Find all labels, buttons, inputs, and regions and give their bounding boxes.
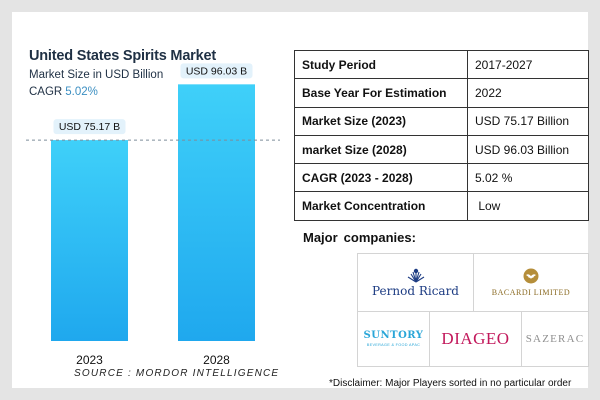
x-tick-label: 2028 xyxy=(203,353,230,367)
chart-subtitle: Market Size in USD Billion xyxy=(29,69,164,81)
facts-key: Base Year For Estimation xyxy=(294,78,468,108)
facts-row: market Size (2028) USD 96.03 Billion xyxy=(294,134,589,165)
bar-2023 xyxy=(51,140,128,341)
major-companies-heading: Major companies: xyxy=(303,230,416,245)
facts-key: Market Size (2023) xyxy=(294,106,468,136)
bacardi-bat-icon xyxy=(523,268,539,284)
bacardi-wordmark: BACARDI LIMITED xyxy=(491,288,571,297)
disclaimer: *Disclaimer: Major Players sorted in no … xyxy=(329,378,572,389)
logo-diageo: DIAGEO xyxy=(429,311,522,367)
diageo-wordmark: DIAGEO xyxy=(441,329,510,348)
data-label-bg xyxy=(180,63,253,79)
sazerac-wordmark: SAZERAC xyxy=(525,333,585,345)
infographic-card: United States Spirits Market Market Size… xyxy=(12,12,589,389)
facts-value: 5.02 % xyxy=(467,163,589,193)
cagr-label: CAGR xyxy=(29,86,63,98)
logo-pernod-ricard: Pernod Ricard xyxy=(357,253,474,312)
facts-key: Study Period xyxy=(294,49,468,80)
logo-bacardi: BACARDI LIMITED xyxy=(473,253,589,312)
facts-row: CAGR (2023 - 2028) 5.02 % xyxy=(294,163,589,193)
facts-value: USD 75.17 Billion xyxy=(467,106,589,136)
suntory-wordmark: SUNTORY xyxy=(363,330,424,341)
bar-2028 xyxy=(178,84,255,341)
facts-key: market Size (2028) xyxy=(294,134,468,165)
major-companies-label-second: companies: xyxy=(343,230,416,245)
company-logos: Pernod Ricard BACARDI LIMITED SUNTORY BE… xyxy=(357,253,589,367)
suntory-tagline: BEVERAGE & FOOD APAC xyxy=(366,343,421,347)
facts-key: CAGR (2023 - 2028) xyxy=(294,163,468,193)
facts-value: USD 96.03 Billion xyxy=(467,134,589,165)
facts-value: 2022 xyxy=(467,78,589,108)
source-note: SOURCE : MORDOR INTELLIGENCE xyxy=(74,368,280,379)
logo-sazerac: SAZERAC xyxy=(521,311,589,367)
facts-row: Market Size (2023) USD 75.17 Billion xyxy=(294,106,589,136)
bar-chart: USD 75.17 B 2023 USD 96.03 B 2028 xyxy=(26,63,280,367)
chart-title: United States Spirits Market xyxy=(29,48,216,64)
facts-key: Market Concentration xyxy=(294,191,468,221)
pernod-ricard-emblem-icon xyxy=(407,268,424,283)
facts-row: Market Concentration Low xyxy=(294,191,589,221)
data-label: USD 75.17 B xyxy=(59,121,120,133)
data-label-bg xyxy=(53,119,126,135)
pernod-ricard-wordmark: Pernod Ricard xyxy=(372,284,459,298)
facts-row: Base Year For Estimation 2022 xyxy=(294,78,589,108)
data-label: USD 96.03 B xyxy=(186,65,247,77)
facts-table: Study Period 2017-2027 Base Year For Estim… xyxy=(294,49,589,221)
major-companies-label-first: Major xyxy=(303,230,338,245)
cagr-value: 5.02% xyxy=(65,86,98,98)
facts-row: Study Period 2017-2027 xyxy=(294,49,589,80)
x-tick-label: 2023 xyxy=(76,353,103,367)
logo-suntory: SUNTORY BEVERAGE & FOOD APAC xyxy=(357,311,430,367)
cagr-line: CAGR 5.02% xyxy=(29,86,98,98)
facts-value: Low xyxy=(467,191,589,221)
facts-value: 2017-2027 xyxy=(467,49,589,80)
